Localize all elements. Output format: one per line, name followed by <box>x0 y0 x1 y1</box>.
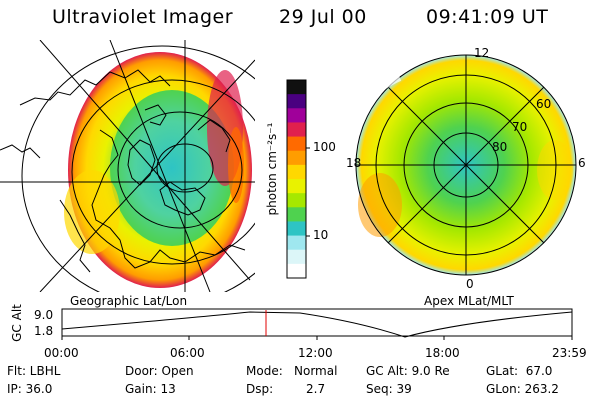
timeline-axis-label: GC Alt <box>10 304 24 342</box>
date-label: 29 Jul 00 <box>279 6 367 28</box>
geographic-map <box>0 40 255 292</box>
colorbar <box>286 79 310 279</box>
info-dsp-key: Dsp: <box>246 382 274 396</box>
colorbar-segment <box>287 263 306 279</box>
colorbar-segment <box>287 122 306 138</box>
timeline-xtick-1800: 18:00 <box>425 346 460 360</box>
mlat-label-70: 70 <box>512 120 528 134</box>
timeline-xtick-1200: 12:00 <box>298 346 333 360</box>
magnetic-panel-label: Apex MLat/MLT <box>424 294 514 308</box>
info-filter: Flt: LBHL <box>7 364 61 378</box>
coastlines <box>0 69 246 273</box>
timeline-xtick-0000: 00:00 <box>44 346 79 360</box>
info-glon: GLon: 263.2 <box>486 382 559 396</box>
magnetic-map <box>355 54 577 276</box>
colorbar-segment <box>287 94 306 109</box>
colorbar-segment <box>287 235 306 251</box>
timeline-ytick-9: 9.0 <box>34 308 54 322</box>
info-glat: GLat: 67.0 <box>486 364 553 378</box>
info-mode-value: Normal <box>294 364 338 378</box>
mlat-grid <box>355 54 577 276</box>
colorbar-tick-10: 10 <box>313 228 329 242</box>
timeline-ytick-1: 1.8 <box>34 324 54 338</box>
info-seq: Seq: 39 <box>366 382 412 396</box>
colorbar-segment <box>287 221 306 237</box>
info-mode-key: Mode: <box>246 364 283 378</box>
mlt-label-12: 12 <box>474 46 490 60</box>
mlat-label-80: 80 <box>492 140 508 154</box>
colorbar-segment <box>287 249 306 265</box>
mlt-label-18: 18 <box>346 156 362 170</box>
colorbar-segment <box>287 179 306 194</box>
polar-cap <box>110 90 234 246</box>
timeline-chart <box>61 308 573 340</box>
timeline-xtick-0600: 06:00 <box>170 346 205 360</box>
info-door: Door: Open <box>125 364 194 378</box>
colorbar-segment <box>287 164 306 180</box>
timeline-xtick-2359: 23:59 <box>552 346 587 360</box>
colorbar-frame <box>286 79 307 279</box>
aurora-patch <box>358 173 402 237</box>
info-gc-alt: GC Alt: 9.0 Re <box>366 364 450 378</box>
altitude-curve <box>61 311 573 338</box>
colorbar-segment <box>287 108 306 123</box>
colorbar-segment <box>287 150 306 166</box>
colorbar-segment <box>287 136 306 152</box>
lat-lon-grid <box>0 40 255 292</box>
info-dsp-value: 2.7 <box>306 382 326 396</box>
colorbar-segment <box>287 193 306 208</box>
info-ip: IP: 36.0 <box>7 382 53 396</box>
info-gain: Gain: 13 <box>125 382 176 396</box>
mlt-label-0: 0 <box>466 277 474 291</box>
app-title: Ultraviolet Imager <box>52 6 234 28</box>
geographic-panel-label: Geographic Lat/Lon <box>70 294 188 308</box>
mlat-label-60: 60 <box>536 97 552 111</box>
colorbar-unit-label: photon cm⁻²s⁻¹ <box>265 122 279 216</box>
timeline-ticks <box>61 336 573 340</box>
colorbar-tick-100: 100 <box>313 140 336 154</box>
mlt-label-6: 6 <box>578 156 586 170</box>
time-label: 09:41:09 UT <box>426 6 549 28</box>
colorbar-segment <box>287 80 306 95</box>
colorbar-segment <box>287 207 306 222</box>
